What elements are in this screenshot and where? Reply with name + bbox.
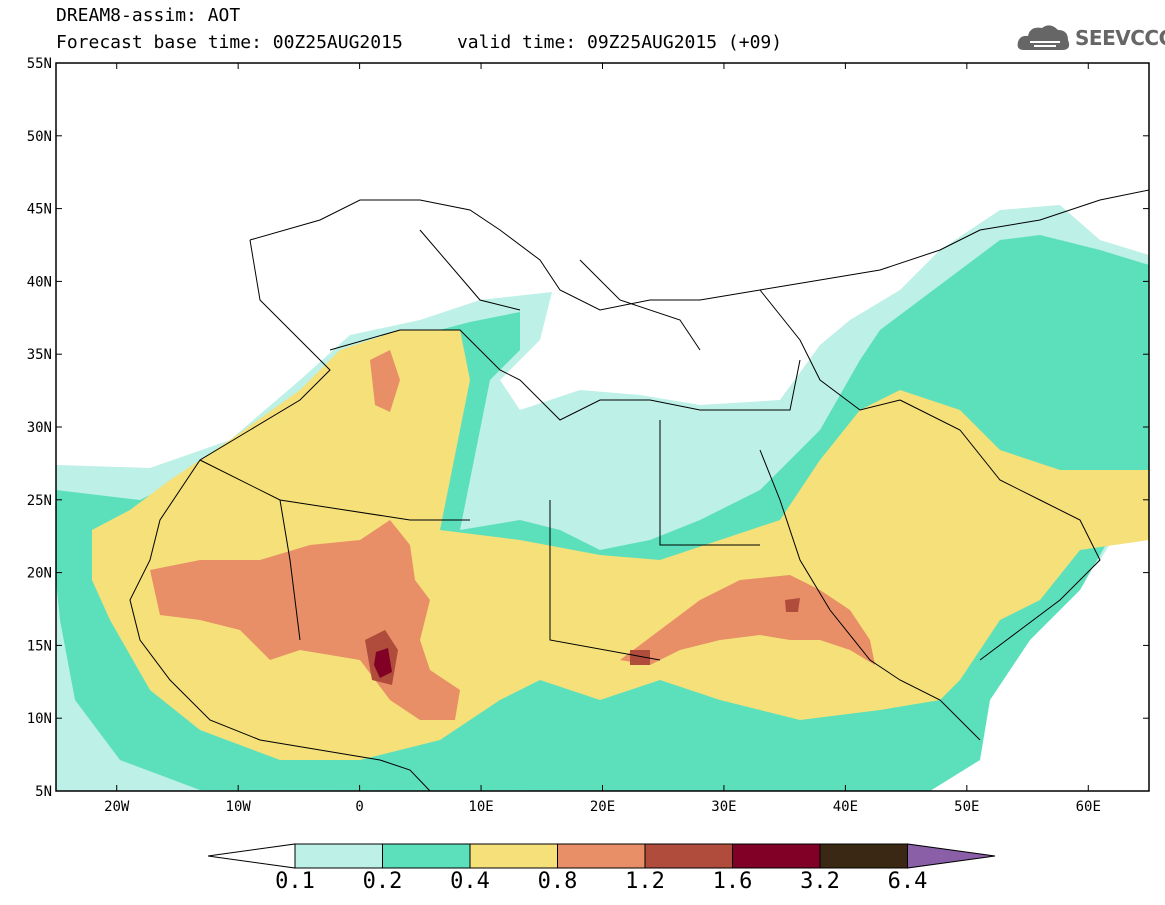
colorbar-label: 0.2 <box>363 869 403 894</box>
colorbar-label: 0.4 <box>450 869 490 894</box>
aot-region-1.2 <box>785 598 800 612</box>
lon-axis: 20W 10W 0 10E 20E 30E 40E 50E 60E <box>104 63 1101 815</box>
lat-label: 30N <box>27 420 52 436</box>
aot-region-1.6 <box>374 648 392 678</box>
colorbar-label: 3.2 <box>800 869 840 894</box>
lat-label: 15N <box>27 638 52 654</box>
colorbar-arrow-low <box>207 843 296 869</box>
colorbar-segment <box>557 843 646 869</box>
colorbar-segment <box>819 843 908 869</box>
lon-label: 20W <box>104 799 130 815</box>
colorbar-segment <box>294 843 383 869</box>
aot-region-1.2 <box>630 650 650 665</box>
logo-text: SEEVCCC <box>1075 26 1165 50</box>
lon-label: 30E <box>711 799 736 815</box>
aot-region-0.8 <box>370 350 400 412</box>
lon-label: 10E <box>468 799 493 815</box>
lat-label: 55N <box>27 56 52 72</box>
colorbar: 0.1 0.2 0.4 0.8 1.2 1.6 3.2 6.4 <box>207 843 996 894</box>
colorbar-label: 0.8 <box>538 869 578 894</box>
cloud-logo-icon <box>1017 25 1070 50</box>
lat-label: 35N <box>27 347 52 363</box>
time-info: Forecast base time: 00Z25AUG2015 valid t… <box>56 33 782 53</box>
lat-label: 10N <box>27 711 52 727</box>
lon-label: 0 <box>355 799 363 815</box>
lat-label: 5N <box>35 784 52 800</box>
coastlines <box>129 189 1149 791</box>
lon-label: 10W <box>226 799 252 815</box>
colorbar-label: 1.2 <box>625 869 665 894</box>
colorbar-segment <box>644 843 733 869</box>
lat-label: 45N <box>27 202 52 218</box>
lat-label: 50N <box>27 129 52 145</box>
aot-field <box>56 205 1149 791</box>
lon-label: 40E <box>833 799 858 815</box>
colorbar-segment <box>469 843 558 869</box>
map-title: DREAM8-assim: AOT <box>56 5 241 26</box>
colorbar-label: 1.6 <box>713 869 753 894</box>
forecast-base-time: Forecast base time: 00Z25AUG2015 <box>56 32 403 53</box>
colorbar-arrow-high <box>907 843 996 869</box>
lon-label: 50E <box>954 799 979 815</box>
colorbar-label: 6.4 <box>888 869 928 894</box>
valid-time: valid time: 09Z25AUG2015 (+09) <box>456 32 783 53</box>
lat-label: 25N <box>27 493 52 509</box>
colorbar-segment <box>732 843 821 869</box>
lon-label: 60E <box>1076 799 1101 815</box>
colorbar-label: 0.1 <box>275 869 315 894</box>
colorbar-segment <box>382 843 471 869</box>
lat-label: 40N <box>27 274 52 290</box>
aot-region-0.8 <box>620 575 875 665</box>
lat-axis: 55N 50N 45N 40N 35N 30N 25N 20N 15N 10N 5N <box>27 56 1149 800</box>
lat-label: 20N <box>27 566 52 582</box>
lon-label: 20E <box>590 799 615 815</box>
